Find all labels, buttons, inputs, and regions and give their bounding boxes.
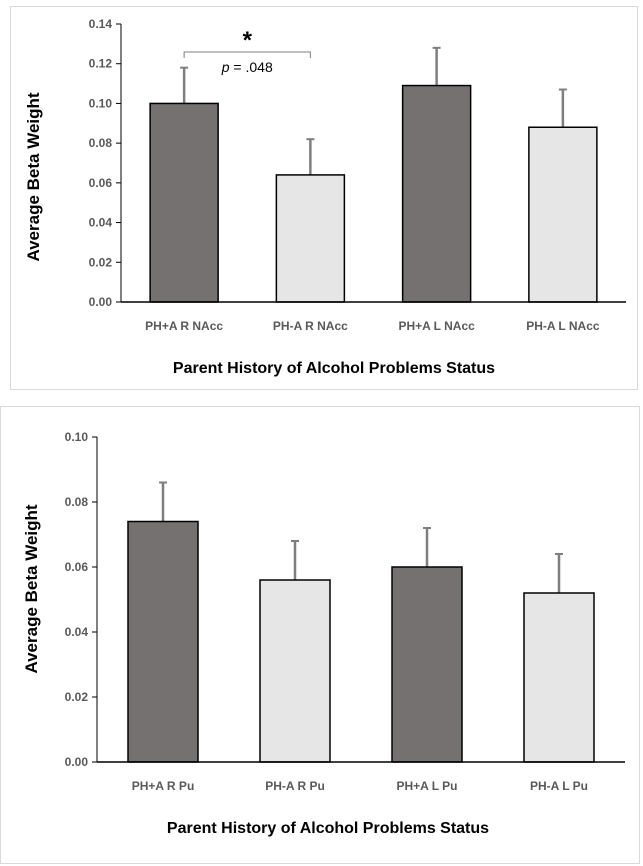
y-tick-label: 0.06: [65, 560, 89, 574]
y-tick-label: 0.12: [89, 57, 113, 71]
p-value-label: p = .048: [221, 59, 273, 75]
bar-ph-a-l-pu: [391, 566, 463, 763]
x-tick-label: PH+A R NAcc: [145, 319, 223, 333]
bar-ph-a-l-pu: [523, 592, 595, 763]
x-tick-label: PH+A R Pu: [132, 779, 195, 793]
y-tick-label: 0.04: [89, 216, 113, 230]
nacc-bar-chart: 0.00 0.02 0.04 0.06 0.08 0.10 0.12 0.14 PH+A R …: [24, 17, 626, 377]
putamen-bar-chart: 0.00 0.02 0.04 0.06 0.08 0.10 PH+A R Pu PH-A R…: [22, 430, 625, 837]
x-tick-label: PH-A R Pu: [265, 779, 325, 793]
y-tick-label: 0.08: [89, 136, 113, 150]
y-tick-label: 0.00: [89, 295, 113, 309]
significance-bracket: [183, 51, 311, 58]
y-tick-label: 0.02: [65, 690, 89, 704]
x-axis-label: Parent History of Alcohol Problems Statu…: [167, 820, 489, 837]
x-tick-label: PH-A L Pu: [530, 779, 588, 793]
x-tick-label: PH+A L NAcc: [398, 319, 475, 333]
bar-ph-a-r-nacc: [149, 102, 219, 303]
bar-ph-a-l-nacc: [528, 126, 598, 303]
y-tick-label: 0.14: [89, 17, 113, 31]
y-axis-label: Average Beta Weight: [24, 92, 43, 261]
y-tick-label: 0.10: [89, 96, 113, 110]
x-axis-label: Parent History of Alcohol Problems Statu…: [173, 360, 495, 377]
x-tick-label: PH-A L NAcc: [526, 319, 600, 333]
y-tick-label: 0.10: [65, 430, 89, 444]
bar-ph-a-r-pu: [127, 520, 199, 763]
y-tick-label: 0.00: [65, 755, 89, 769]
x-tick-label: PH-A R NAcc: [273, 319, 348, 333]
y-tick-label: 0.06: [89, 176, 113, 190]
bar-ph-a-r-pu: [259, 579, 331, 763]
bar-ph-a-l-nacc: [401, 84, 472, 303]
bar-ph-a-r-nacc: [275, 174, 346, 303]
y-tick-label: 0.08: [65, 495, 89, 509]
y-tick-label: 0.02: [89, 255, 113, 269]
significance-star: *: [243, 27, 253, 54]
y-axis-label: Average Beta Weight: [22, 504, 41, 673]
x-tick-label: PH+A L Pu: [396, 779, 457, 793]
chart-panel-nacc: 0.00 0.02 0.04 0.06 0.08 0.10 0.12 0.14 PH+A R …: [10, 6, 638, 390]
y-tick-label: 0.04: [65, 625, 89, 639]
chart-panel-putamen: 0.00 0.02 0.04 0.06 0.08 0.10 PH+A R Pu PH-A R…: [0, 406, 640, 864]
